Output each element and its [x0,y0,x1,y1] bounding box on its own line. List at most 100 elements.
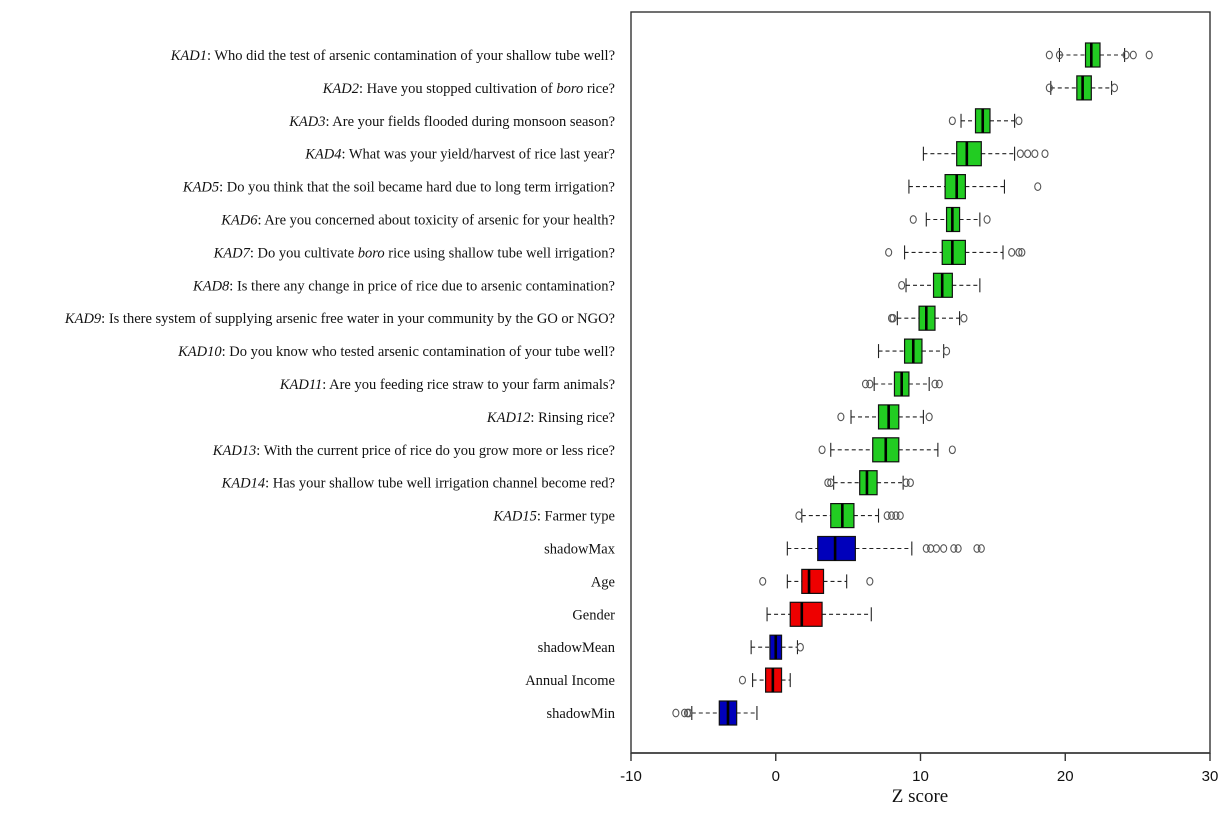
category-label: KAD2: Have you stopped cultivation of bo… [322,81,615,97]
boxplot-row [751,635,803,659]
outlier-point [899,282,905,290]
boxplot-row [1046,76,1117,100]
category-label: KAD10: Do you know who tested arsenic co… [177,344,615,360]
boxplot-row [886,240,1025,264]
outlier-point [949,446,955,454]
category-label: KAD7: Do you cultivate boro rice using s… [213,245,615,261]
boxplot-row [862,372,942,396]
outlier-point [1046,51,1052,59]
category-label: shadowMax [544,542,616,558]
iqr-box [818,537,856,561]
outlier-point [1146,51,1152,59]
boxplot-row [923,142,1048,166]
boxplot-row [760,569,873,593]
outlier-point [910,216,916,224]
boxplot-row [838,405,932,429]
boxplot-row [889,306,967,330]
x-tick-label: 30 [1202,768,1219,785]
outlier-point [1009,249,1015,257]
iqr-box [957,142,982,166]
outlier-point [819,446,825,454]
outlier-point [933,545,939,553]
category-label: KAD12: Rinsing rice? [486,410,615,426]
boxplot-row [949,109,1022,133]
boxplot-row [909,175,1041,199]
plot-frame [631,12,1210,753]
category-label: shadowMin [547,706,616,722]
x-tick-label: 10 [912,768,929,785]
category-label: KAD3: Are your fields flooded during mon… [288,114,615,130]
outlier-point [1042,150,1048,158]
x-axis: -10 0 10 20 30 [620,753,1218,785]
x-tick-label: 20 [1057,768,1074,785]
outlier-point [673,709,679,717]
outlier-point [907,479,913,487]
outlier-point [1017,150,1023,158]
iqr-box [790,602,822,626]
outlier-point [926,413,932,421]
boxes-group [673,43,1152,725]
x-axis-title: Z score [892,786,948,807]
boxplot-row [910,208,990,232]
outlier-point [838,413,844,421]
category-label: KAD11: Are you feeding rice straw to you… [279,377,615,393]
outlier-point [984,216,990,224]
category-label: KAD4: What was your yield/harvest of ric… [304,147,615,163]
category-label: Age [591,574,615,590]
iqr-box [1086,43,1100,67]
boxplot-row [819,438,955,462]
outlier-point [1035,183,1041,191]
outlier-point [796,512,802,520]
category-label: Annual Income [525,673,615,689]
outlier-point [739,676,745,684]
category-label: KAD13: With the current price of rice do… [212,443,615,459]
category-label: KAD1: Who did the test of arsenic contam… [170,48,615,64]
outlier-point [897,512,903,520]
x-tick-label: -10 [620,768,642,785]
outlier-point [886,249,892,257]
iqr-box [860,471,877,495]
outlier-point [1130,51,1136,59]
category-label: KAD14: Has your shallow tube well irriga… [221,476,615,492]
outlier-point [797,643,803,651]
boxplot-row [825,471,914,495]
outlier-point [961,314,967,322]
outlier-point [941,545,947,553]
iqr-box [1077,76,1091,100]
iqr-box [802,569,824,593]
boxplot-row [879,339,950,363]
category-label: KAD9: Is there system of supplying arsen… [64,311,615,327]
outlier-point [949,117,955,125]
outlier-point [1032,150,1038,158]
x-tick-label: 0 [772,768,780,785]
outlier-point [936,380,942,388]
outlier-point [944,347,950,355]
boxplot-row [899,273,980,297]
outlier-point [978,545,984,553]
iqr-box [942,240,965,264]
outlier-point [1111,84,1117,92]
category-label: KAD15: Farmer type [492,509,615,525]
outlier-point [955,545,961,553]
category-labels: KAD1: Who did the test of arsenic contam… [64,48,616,722]
outlier-point [867,380,873,388]
outlier-point [1016,117,1022,125]
outlier-point [867,578,873,586]
boxplot-row [1046,43,1152,67]
category-label: Gender [572,607,615,623]
boxplot-row [787,537,984,561]
outlier-point [1025,150,1031,158]
boxplot-row [673,701,757,725]
boxplot-row [739,668,790,692]
outlier-point [928,545,934,553]
iqr-box [945,175,965,199]
category-label: shadowMean [538,640,616,656]
outlier-point [760,578,766,586]
boxplot-row [796,504,903,528]
boxplot-row [767,602,871,626]
category-label: KAD6: Are you concerned about toxicity o… [220,213,615,229]
category-label: KAD8: Is there any change in price of ri… [192,278,615,294]
category-label: KAD5: Do you think that the soil became … [182,180,615,196]
